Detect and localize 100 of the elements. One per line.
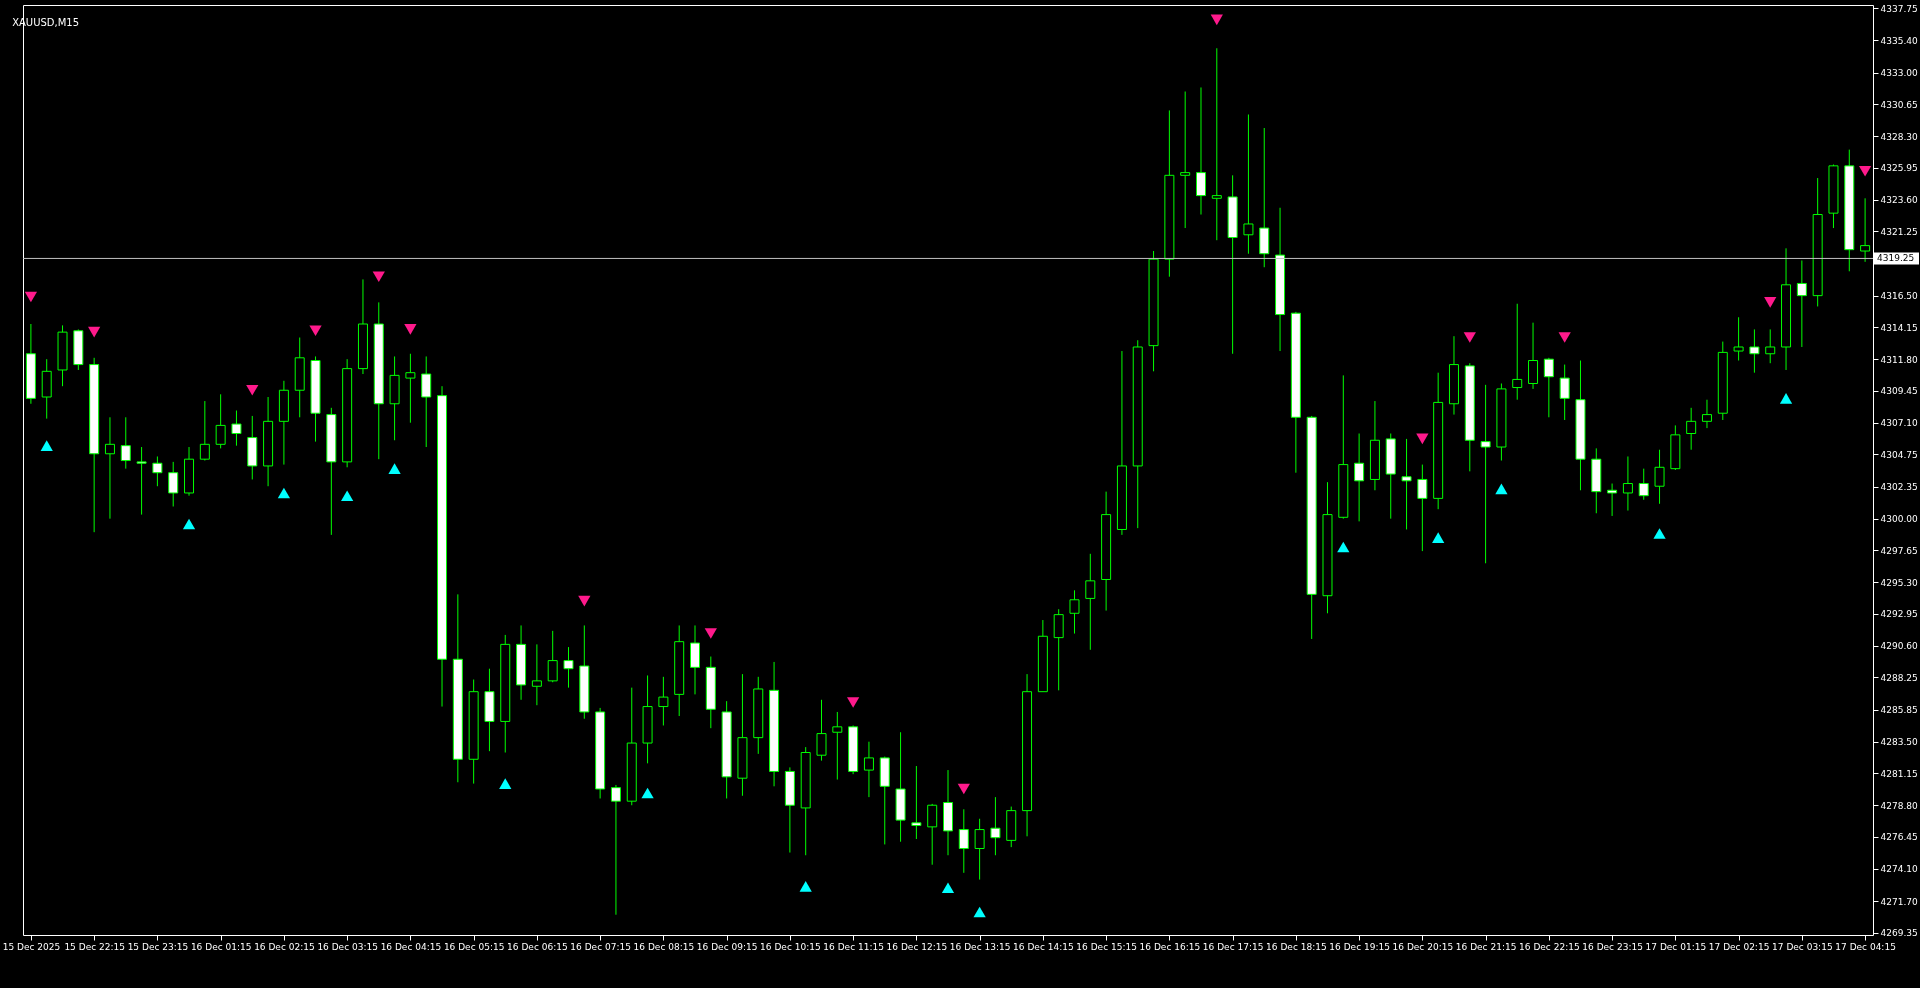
y-tick-label: 4335.40 <box>1880 35 1918 46</box>
point <box>88 326 101 338</box>
x-tick-label: 16 Dec 17:15 <box>1202 941 1264 952</box>
y-tick-label: 4325.95 <box>1880 163 1918 174</box>
candlestick <box>1733 316 1744 362</box>
x-tick-label: 16 Dec 10:15 <box>760 941 821 952</box>
candlestick <box>231 410 242 447</box>
y-tick-label: 4328.30 <box>1880 131 1918 142</box>
point <box>372 271 385 282</box>
x-tick-label: 16 Dec 04:15 <box>380 941 442 952</box>
candlestick <box>563 646 574 689</box>
x-tick-label: 16 Dec 01:15 <box>190 941 252 952</box>
point <box>341 490 354 501</box>
candlestick <box>832 711 843 781</box>
candlestick <box>1354 433 1365 522</box>
candlestick <box>1480 384 1491 564</box>
point <box>1337 541 1350 553</box>
point <box>1653 528 1666 539</box>
candlestick <box>958 808 969 874</box>
point <box>1463 332 1476 343</box>
point <box>24 291 38 303</box>
candlestick <box>120 416 131 470</box>
x-tick-label: 16 Dec 09:15 <box>696 941 758 952</box>
point <box>973 906 986 918</box>
x-tick-label: 16 Dec 07:15 <box>570 941 631 952</box>
candlestick <box>911 765 922 840</box>
y-tick-label: 4300.00 <box>1880 514 1918 525</box>
x-tick-label: 15 Dec 2025 <box>2 941 61 952</box>
y-tick-label: 4307.10 <box>1880 418 1918 429</box>
candlestick <box>531 643 542 706</box>
point <box>847 697 860 708</box>
candlestick <box>863 741 874 798</box>
x-tick-label: 17 Dec 02:15 <box>1708 941 1770 952</box>
ref-line-label: 4319.25 <box>1877 253 1915 264</box>
candlestick <box>1860 197 1871 263</box>
x-tick-label: 16 Dec 22:15 <box>1519 941 1580 952</box>
candlestick <box>1085 553 1096 651</box>
point <box>1558 332 1571 343</box>
y-tick-label: 4302.35 <box>1880 482 1918 493</box>
candlestick <box>990 796 1001 856</box>
point <box>1764 297 1777 308</box>
y-tick-label: 4297.65 <box>1880 545 1918 556</box>
x-tick-label: 16 Dec 20:15 <box>1392 941 1454 952</box>
x-tick-label: 15 Dec 23:15 <box>127 941 189 952</box>
candlestick <box>1654 449 1665 505</box>
x-tick-label: 16 Dec 18:15 <box>1266 941 1327 952</box>
candlestick <box>1243 113 1254 255</box>
candlestick <box>1638 468 1649 501</box>
x-tick-label: 17 Dec 03:15 <box>1772 941 1833 952</box>
candlestick <box>1417 464 1428 552</box>
point <box>1495 483 1508 495</box>
point <box>799 881 812 892</box>
point <box>704 628 717 639</box>
candlestick <box>1559 364 1570 421</box>
x-tick-label: 17 Dec 01:15 <box>1645 941 1707 952</box>
candlestick <box>1069 589 1080 635</box>
candlestick <box>1528 322 1539 390</box>
y-tick-label: 4283.50 <box>1880 737 1918 748</box>
y-tick-label: 4311.80 <box>1880 354 1918 365</box>
x-tick-label: 16 Dec 23:15 <box>1582 941 1643 952</box>
point <box>404 324 417 335</box>
point <box>309 325 322 337</box>
point <box>1779 393 1793 404</box>
y-tick-label: 4274.10 <box>1880 864 1918 875</box>
candlestick <box>405 353 416 424</box>
candlestick <box>1195 86 1206 216</box>
point <box>499 778 512 789</box>
point <box>1858 165 1872 177</box>
candlestick <box>215 393 226 449</box>
y-tick-label: 4330.65 <box>1880 99 1918 110</box>
candlestick <box>421 355 432 448</box>
candlestick <box>1053 608 1064 691</box>
candlestick <box>1211 47 1222 241</box>
x-tick-label: 15 Dec 22:15 <box>64 941 125 952</box>
point <box>388 463 401 474</box>
y-tick-label: 4278.80 <box>1880 800 1918 811</box>
x-tick-label: 16 Dec 08:15 <box>633 941 695 952</box>
y-tick-label: 4276.45 <box>1880 832 1918 843</box>
y-tick-label: 4337.75 <box>1880 3 1918 14</box>
point <box>246 384 259 396</box>
candlestick <box>199 400 210 462</box>
x-tick-label: 16 Dec 06:15 <box>507 941 568 952</box>
x-tick-label: 16 Dec 16:15 <box>1139 941 1201 952</box>
x-tick-label: 16 Dec 21:15 <box>1455 941 1517 952</box>
y-tick-label: 4314.15 <box>1880 322 1918 333</box>
y-tick-label: 4288.25 <box>1880 672 1918 683</box>
candlestick <box>152 455 163 487</box>
y-tick-label: 4309.45 <box>1880 386 1918 397</box>
point <box>1210 14 1223 26</box>
y-tick-label: 4271.70 <box>1880 896 1918 907</box>
x-tick-label: 17 Dec 04:15 <box>1835 941 1896 952</box>
candlestick <box>1512 303 1523 401</box>
candlestick <box>1622 455 1633 512</box>
point <box>40 440 53 451</box>
point <box>941 882 955 893</box>
x-tick-label: 16 Dec 13:15 <box>949 941 1011 952</box>
candlestick <box>547 630 558 683</box>
y-tick-label: 4323.60 <box>1880 195 1918 206</box>
x-tick-label: 16 Dec 03:15 <box>317 941 378 952</box>
y-tick-label: 4333.00 <box>1880 68 1918 79</box>
